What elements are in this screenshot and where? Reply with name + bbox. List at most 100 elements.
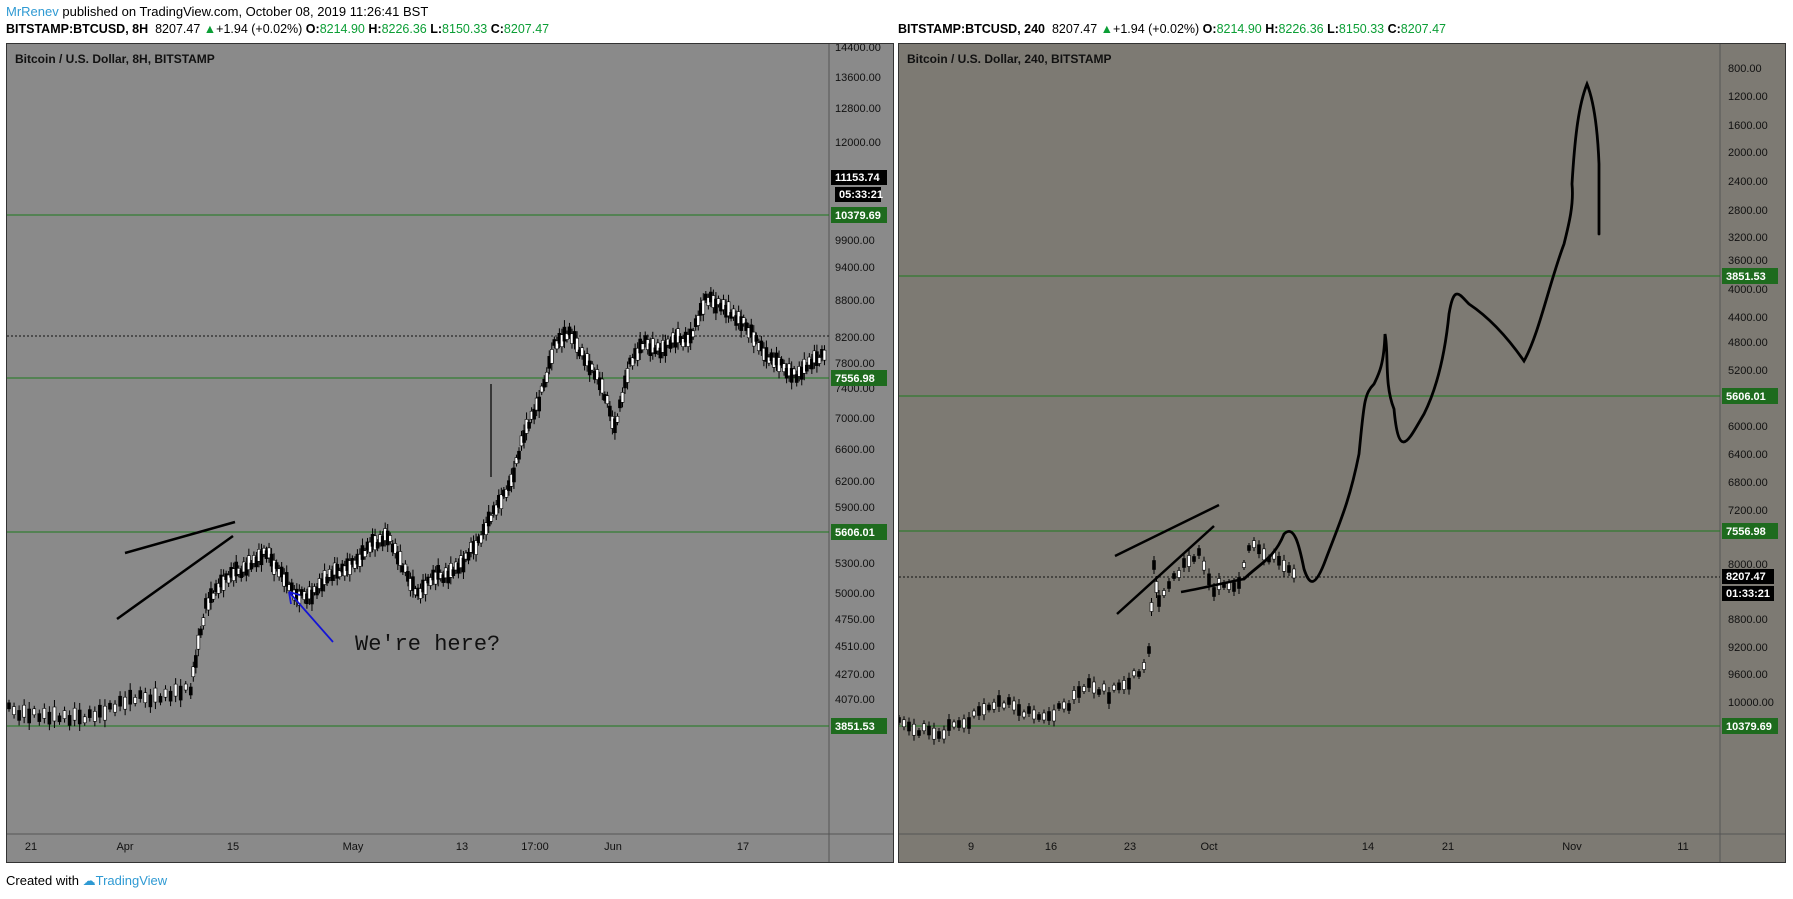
publish-header: MrRenev published on TradingView.com, Oc…	[6, 4, 428, 20]
footer: Created with ☁TradingView	[6, 873, 167, 889]
right-candle-body	[1072, 690, 1076, 700]
right-candle-body	[1157, 595, 1161, 607]
left-level-tag-label: 10379.69	[835, 210, 881, 222]
right-x-tick-label: 11	[1677, 841, 1688, 853]
right-y-tick-label: 3600.00	[1728, 255, 1768, 267]
left-candle-body	[691, 330, 695, 338]
left-y-tick-label: 5900.00	[835, 502, 875, 514]
left-chart-panel[interactable]: 14400.00 13600.00 12800.00 12000.00 9900.00 9…	[6, 43, 894, 863]
left-candle-body	[199, 628, 203, 636]
left-candle-body	[681, 338, 685, 347]
right-candle-body	[1172, 573, 1176, 579]
left-candle-body	[297, 591, 302, 606]
left-high: 8226.36	[381, 22, 427, 36]
left-x-tick-label: 21	[25, 841, 37, 853]
right-candle-body	[1142, 662, 1146, 670]
left-candle-body	[398, 551, 403, 566]
left-candle-body	[544, 371, 549, 383]
left-symbol-info: BITSTAMP:BTCUSD, 8H 8207.47 ▲+1.94 (+0.0…	[6, 21, 549, 37]
left-candle-body	[580, 347, 584, 357]
right-candle-body	[1077, 686, 1081, 698]
left-candle-body	[47, 711, 52, 725]
left-candle-body	[550, 349, 554, 364]
left-candle-body	[206, 597, 211, 611]
left-candle-body	[625, 368, 630, 383]
right-symbol-info: BITSTAMP:BTCUSD, 240 8207.47 ▲+1.94 (+0.…	[898, 21, 1446, 37]
right-y-tick-label: 8000.00	[1728, 559, 1768, 571]
left-candle-body	[148, 694, 153, 708]
left-candle-body	[249, 562, 254, 570]
left-candle-body	[466, 551, 471, 561]
left-countdown-tag-label: 05:33:21	[839, 189, 883, 201]
left-y-tick-label: 7000.00	[835, 413, 875, 425]
left-candle-body	[759, 340, 764, 352]
tradingview-link[interactable]: TradingView	[95, 873, 168, 888]
right-projection-curve	[1242, 80, 1601, 583]
left-candle-body	[27, 708, 31, 724]
right-level-tag	[1722, 523, 1778, 539]
left-candle-body	[716, 298, 721, 305]
left-candle-body	[330, 570, 334, 581]
left-candle-body	[658, 347, 663, 359]
left-candle-body	[605, 395, 610, 405]
left-candle-body	[794, 374, 799, 383]
blue-arrow-line	[288, 591, 334, 643]
left-candle-body	[744, 322, 749, 332]
left-candle-body	[572, 331, 577, 344]
left-candle-body	[585, 353, 589, 367]
left-x-tick-label: 13	[456, 841, 468, 853]
left-candle-body	[620, 392, 625, 403]
right-candle-body	[1082, 686, 1086, 692]
right-y-tick-label: 9200.00	[1728, 642, 1768, 654]
left-candle-body	[479, 534, 483, 544]
right-candle-body	[952, 721, 956, 728]
left-candle-body	[320, 578, 324, 592]
left-change: +1.94 (+0.02%)	[216, 22, 303, 36]
right-candle-body	[932, 727, 936, 740]
author-link[interactable]: MrRenev	[6, 4, 59, 19]
left-candle-body	[113, 703, 117, 713]
right-candle-body	[927, 725, 931, 736]
right-candle-body	[922, 723, 926, 732]
left-candle-body	[211, 592, 216, 600]
right-chart-svg[interactable]: 800.00 1200.00 1600.00 2000.00 2400.00 2800.0…	[899, 44, 1785, 862]
left-candle-body	[428, 577, 433, 586]
left-candle-body	[731, 308, 736, 318]
created-with: Created with	[6, 873, 79, 888]
left-open: 8214.90	[319, 22, 365, 36]
right-candle-body	[1087, 678, 1091, 688]
left-candle-body	[93, 711, 97, 722]
right-candle-body	[1287, 565, 1291, 573]
left-candle-body	[98, 704, 102, 718]
left-candle-body	[62, 710, 67, 719]
right-candle-body	[1067, 703, 1071, 711]
right-candle-body	[1177, 570, 1181, 578]
left-candle-body	[726, 301, 731, 317]
left-level-tag	[831, 718, 887, 734]
left-candle-body	[37, 713, 42, 722]
right-chart-panel[interactable]: 800.00 1200.00 1600.00 2000.00 2400.00 2800.0…	[898, 43, 1786, 863]
right-y-tick-label: 2400.00	[1728, 176, 1768, 188]
left-candle-body	[133, 697, 138, 704]
left-candle-body	[741, 317, 746, 324]
left-chart-svg[interactable]: 14400.00 13600.00 12800.00 12000.00 9900.00 9…	[7, 44, 893, 862]
left-candle-body	[474, 540, 478, 555]
left-candle-body	[779, 358, 784, 366]
left-y-tick-label: 8200.00	[835, 332, 875, 344]
annotation-text: We're here?	[355, 632, 500, 657]
right-candle-body	[1192, 556, 1196, 562]
right-candle-body	[1117, 682, 1121, 691]
left-candle-body	[118, 695, 122, 707]
left-price: 8207.47	[155, 22, 201, 36]
left-candle-body	[640, 343, 645, 351]
right-y-tick-label: 8800.00	[1728, 614, 1768, 626]
left-chart-title: Bitcoin / U.S. Dollar, 8H, BITSTAMP	[15, 52, 215, 66]
right-y-tick-label: 800.00	[1728, 63, 1762, 75]
right-candle-body	[1257, 544, 1261, 555]
left-y-tick-label: 6200.00	[835, 476, 875, 488]
left-y-tick-label: 4510.00	[835, 641, 875, 653]
left-candle-body	[537, 396, 541, 412]
left-candle-body	[254, 556, 259, 568]
right-y-tick-label: 6000.00	[1728, 421, 1768, 433]
right-wedge-upper-line	[1114, 503, 1220, 558]
